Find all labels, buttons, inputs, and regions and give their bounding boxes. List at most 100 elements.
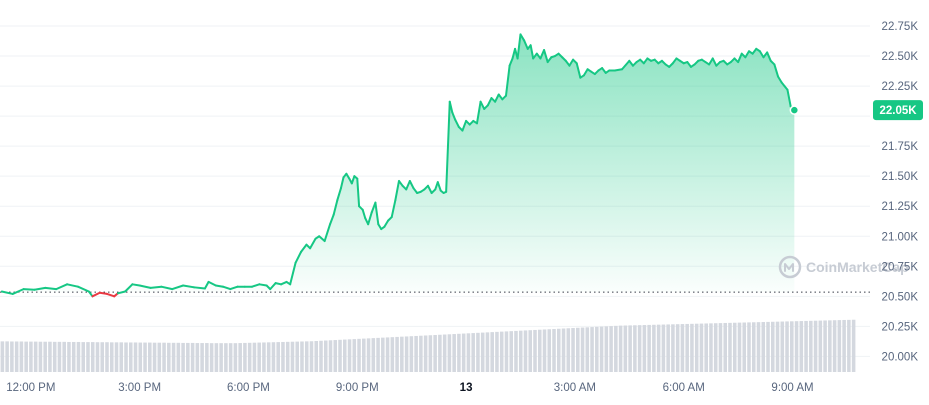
volume-bar xyxy=(300,341,304,372)
volume-bar xyxy=(647,324,651,372)
current-price-dot xyxy=(789,105,800,115)
volume-bar xyxy=(604,326,609,372)
volume-bar xyxy=(357,338,361,372)
volume-bar xyxy=(238,343,242,372)
price-line-segment xyxy=(519,33,526,42)
price-line-segment xyxy=(339,176,345,190)
volume-bar xyxy=(585,327,590,372)
price-line-segment xyxy=(138,284,152,289)
volume-bar xyxy=(90,342,95,372)
volume-bar xyxy=(628,325,632,372)
volume-bar xyxy=(756,322,761,372)
price-line-segment xyxy=(494,93,500,103)
volume-bar xyxy=(571,328,575,372)
price-line-segment xyxy=(300,243,308,253)
price-area-fill xyxy=(1,34,795,293)
volume-bar xyxy=(566,328,571,372)
price-area xyxy=(1,34,795,293)
volume-bar xyxy=(314,341,319,372)
price-line-segment xyxy=(116,290,127,295)
price-line-segment xyxy=(367,211,373,226)
price-line-segment xyxy=(66,283,79,288)
volume-bar xyxy=(723,322,727,372)
volume-bar xyxy=(718,323,723,372)
volume-bar xyxy=(690,323,694,372)
price-line-segment xyxy=(601,67,607,74)
volume-bar xyxy=(561,328,566,372)
volume-bar xyxy=(95,342,100,372)
volume-bar xyxy=(162,342,166,372)
volume-bar xyxy=(419,335,423,372)
price-line-segment xyxy=(149,285,163,289)
price-line-segment xyxy=(361,208,367,220)
price-line-segment xyxy=(642,57,649,65)
volume-bar xyxy=(818,320,823,372)
price-line-segment xyxy=(546,56,553,64)
volume-bar xyxy=(57,341,62,372)
coinmarketcap-logo-icon xyxy=(778,255,802,279)
volume-bar xyxy=(362,338,366,372)
price-line-segment xyxy=(356,177,361,208)
volume-bar xyxy=(495,331,499,372)
volume-bar xyxy=(81,342,85,372)
price-line-segment xyxy=(214,284,225,288)
price-line-segment xyxy=(374,201,380,226)
price-line-segment xyxy=(737,52,743,64)
price-line-segment xyxy=(222,285,232,291)
volume-bar xyxy=(557,328,561,372)
volume-bar xyxy=(680,324,685,372)
price-line-segment xyxy=(309,237,317,250)
volume-bar xyxy=(366,338,371,372)
price-line-segment xyxy=(479,100,486,110)
volume-bar xyxy=(666,324,670,372)
volume-bar xyxy=(271,342,276,372)
y-tick-label: 21.75K xyxy=(882,141,919,153)
price-line-segment xyxy=(445,100,451,193)
volume-bar xyxy=(828,320,832,372)
volume-bar xyxy=(129,342,133,372)
volume-bar xyxy=(457,333,461,372)
volume-bar xyxy=(785,321,789,372)
price-line-segment xyxy=(87,290,94,298)
volume-bar xyxy=(29,341,33,372)
price-line-segment xyxy=(323,223,332,243)
x-tick-label: 6:00 AM xyxy=(663,382,705,394)
price-line-segment xyxy=(182,284,196,289)
volume-bar xyxy=(661,324,666,372)
volume-bar xyxy=(43,341,47,372)
volume-bar xyxy=(485,332,490,372)
y-tick-label: 21.25K xyxy=(882,201,919,213)
volume-bar xyxy=(404,336,409,372)
volume-bar xyxy=(832,320,837,372)
price-line-segment xyxy=(508,57,514,67)
volume-bar xyxy=(171,342,176,372)
price-line-segment xyxy=(350,175,356,185)
volume-bar xyxy=(537,329,542,372)
price-line-segment xyxy=(568,58,575,67)
volume-bar xyxy=(699,323,704,372)
volume-bar xyxy=(771,321,775,372)
volume-bar xyxy=(14,341,19,372)
volume-bar xyxy=(671,324,675,372)
price-line-segment xyxy=(0,290,14,295)
volume-bar xyxy=(476,332,480,372)
volume-bar xyxy=(656,324,661,372)
volume-bar xyxy=(499,331,504,372)
price-line-segment xyxy=(207,280,217,287)
volume-bar xyxy=(713,323,718,372)
price-line-segment xyxy=(203,280,210,290)
price-line-segment xyxy=(486,97,493,107)
volume-bar xyxy=(76,341,81,372)
price-line-segment xyxy=(336,187,342,202)
volume-bar xyxy=(181,342,185,372)
price-line-segment xyxy=(621,59,631,71)
volume-bar xyxy=(319,340,323,372)
volume-bar xyxy=(428,335,433,372)
volume-bar xyxy=(552,328,556,372)
volume-bar xyxy=(794,321,799,372)
volume-bar xyxy=(33,341,38,372)
price-line-segment xyxy=(744,50,750,59)
volume-bar xyxy=(67,341,71,372)
